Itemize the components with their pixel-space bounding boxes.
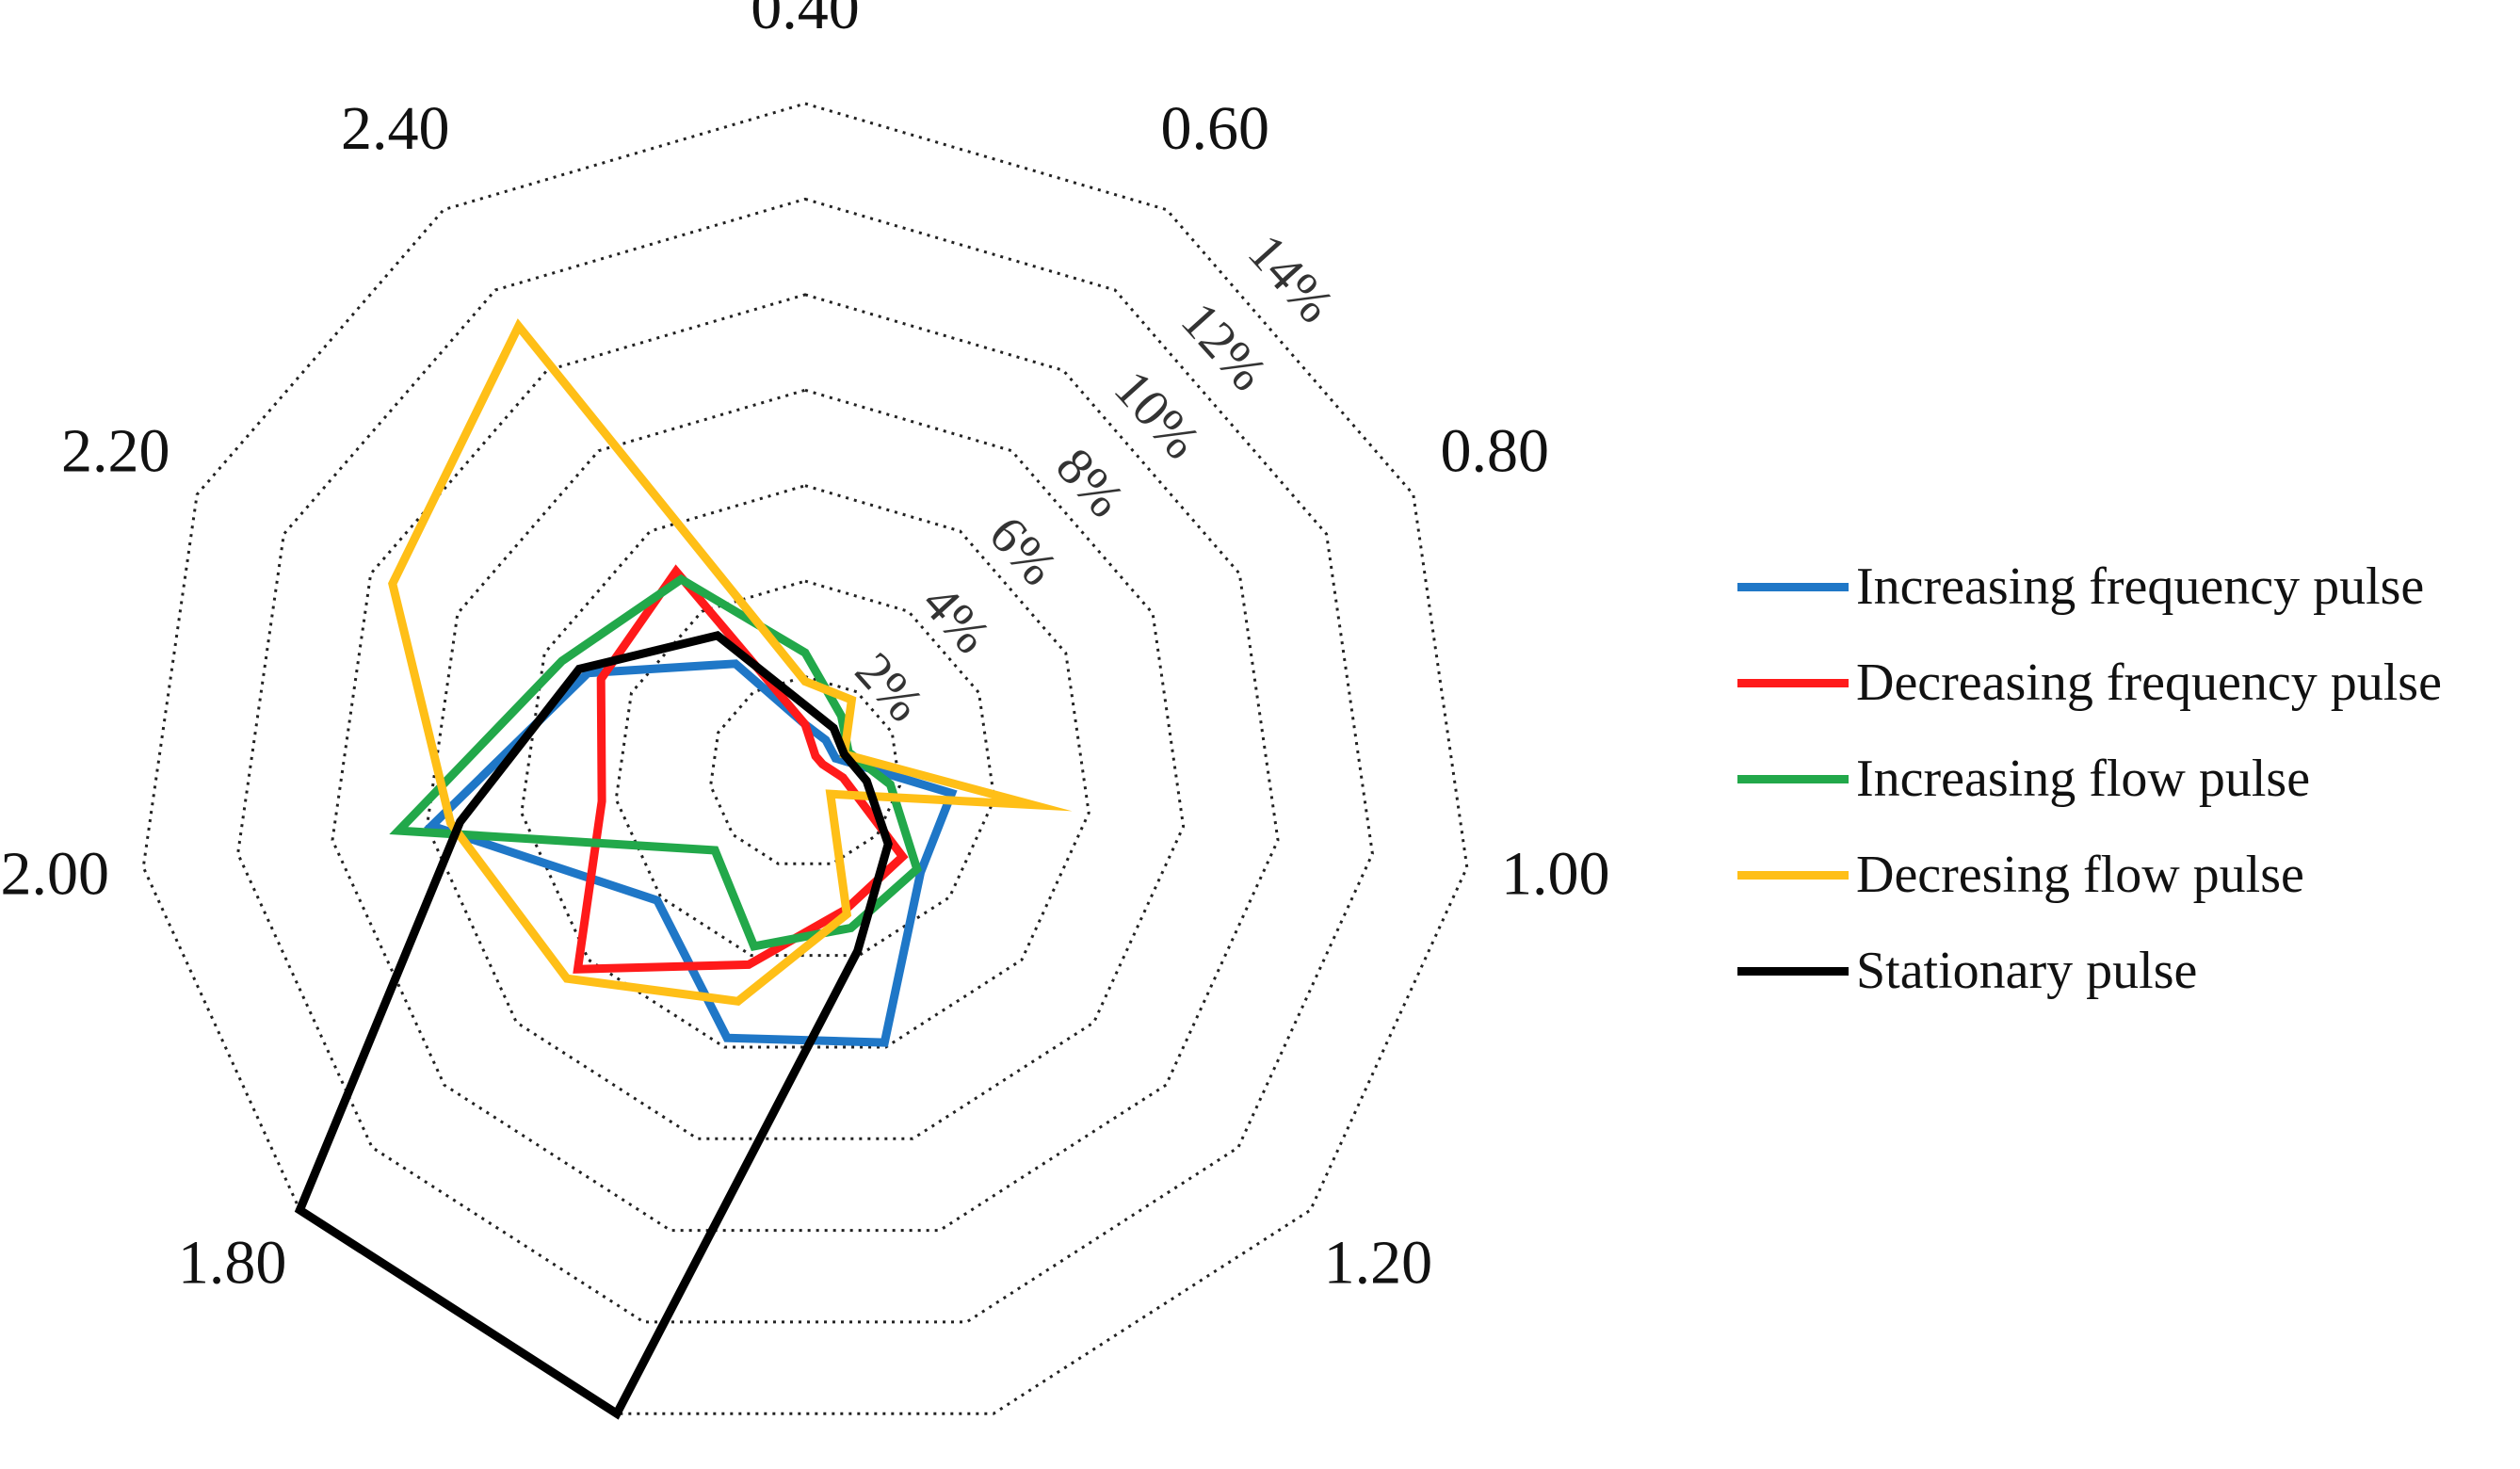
legend-item-0: Increasing frequency pulse	[1737, 539, 2442, 635]
ring-label-0: 2%	[844, 641, 934, 733]
axis-label-6: 1.60	[537, 1460, 646, 1469]
axis-label-8: 2.00	[0, 840, 109, 909]
series-line-0	[423, 659, 958, 1047]
ring-label-2: 6%	[977, 506, 1068, 597]
ring-label-5: 12%	[1170, 291, 1278, 402]
series-line-4	[294, 631, 893, 1420]
legend-label-2: Increasing flow pulse	[1856, 750, 2311, 808]
grid-ring-6	[141, 102, 1469, 1415]
legend-item-2: Increasing flow pulse	[1737, 731, 2442, 827]
legend-swatch-0	[1737, 582, 1849, 591]
axis-label-9: 2.20	[61, 417, 170, 486]
legend-label-0: Increasing frequency pulse	[1856, 557, 2425, 616]
grid-rings	[141, 102, 1469, 1415]
grid-ring-4	[331, 293, 1280, 1233]
axis-label-5: 1.40	[964, 1460, 1074, 1469]
series-line-3	[388, 318, 1073, 1007]
ring-label-4: 10%	[1103, 360, 1211, 471]
axis-label-0: 0.40	[751, 0, 860, 42]
axis-label-7: 1.80	[178, 1228, 287, 1297]
axis-label-4: 1.20	[1324, 1228, 1433, 1297]
axis-label-3: 1.00	[1501, 840, 1610, 909]
legend-label-1: Decreasing frequency pulse	[1856, 654, 2442, 712]
legend-swatch-2	[1737, 774, 1849, 783]
ring-label-3: 8%	[1044, 437, 1135, 528]
legend-label-3: Decresing flow pulse	[1856, 846, 2304, 904]
legend-item-3: Decresing flow pulse	[1737, 827, 2442, 923]
legend-swatch-1	[1737, 678, 1849, 687]
legend-item-1: Decreasing frequency pulse	[1737, 635, 2442, 731]
grid-ring-1	[614, 579, 996, 958]
legend-swatch-3	[1737, 870, 1849, 880]
axis-label-2: 0.80	[1441, 417, 1550, 486]
axis-labels: 0.40 0.60 0.80 1.00 1.20 1.40 1.60 1.80 2.00 2.20…	[0, 0, 1609, 1469]
grid-ring-5	[236, 197, 1374, 1324]
ring-label-1: 4%	[911, 573, 1001, 665]
axis-label-10: 2.40	[341, 94, 450, 163]
series-lines	[294, 318, 1073, 1420]
ring-label-6: 14%	[1236, 223, 1345, 334]
grid-ring-0	[709, 675, 901, 865]
legend-item-4: Stationary pulse	[1737, 923, 2442, 1019]
legend: Increasing frequency pulse Decreasing fre…	[1737, 539, 2442, 1019]
axis-label-1: 0.60	[1160, 94, 1269, 163]
legend-label-4: Stationary pulse	[1856, 942, 2198, 1000]
legend-swatch-4	[1737, 966, 1849, 976]
ring-labels: 2%4%6%8%10%12%14%	[844, 223, 1345, 733]
